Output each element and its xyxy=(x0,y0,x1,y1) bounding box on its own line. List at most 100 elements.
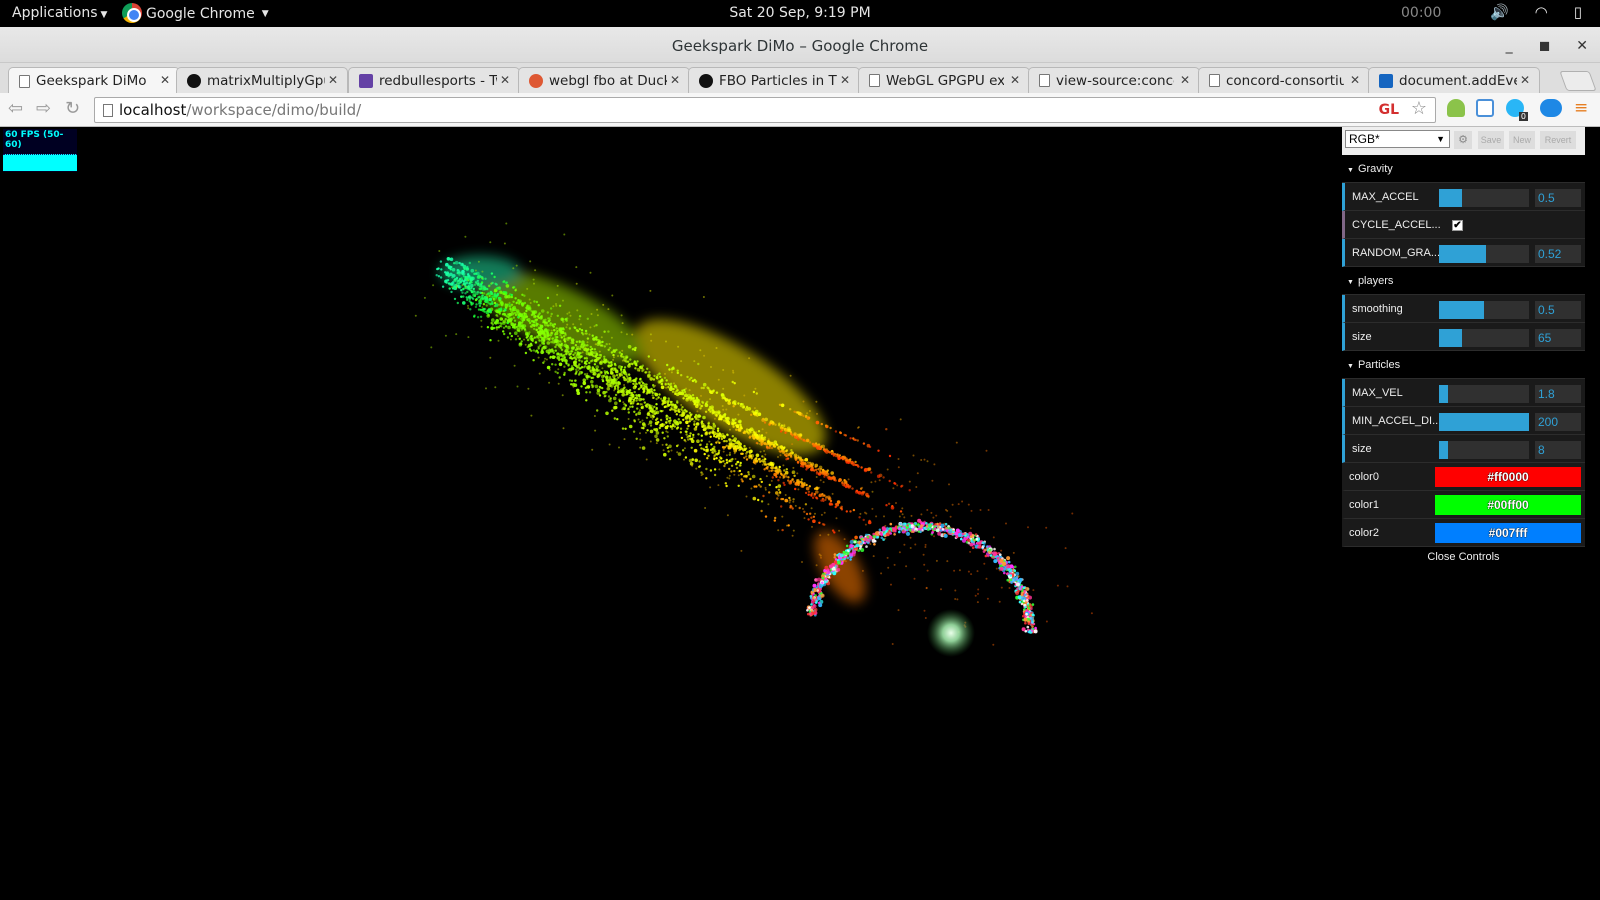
particle xyxy=(636,360,639,363)
particle xyxy=(563,337,566,341)
page-info-icon[interactable] xyxy=(103,104,113,117)
particle xyxy=(836,567,841,572)
particle xyxy=(467,296,471,299)
window-title-bar[interactable]: Geekspark DiMo – Google Chrome _ ◼ ✕ xyxy=(0,27,1600,63)
clock[interactable]: Sat 20 Sep, 9:19 PM xyxy=(729,5,871,21)
particle-size-slider[interactable] xyxy=(1439,441,1529,459)
particle xyxy=(739,404,742,407)
close-tab-icon[interactable]: ✕ xyxy=(327,73,338,87)
particle xyxy=(791,443,794,446)
particle xyxy=(1018,600,1022,604)
close-controls-button[interactable]: Close Controls xyxy=(1342,547,1585,567)
webgl-badge[interactable]: GL xyxy=(1378,102,1399,118)
particle xyxy=(591,334,594,337)
wifi-icon[interactable]: ◠ xyxy=(1534,3,1548,21)
smoothing-slider[interactable] xyxy=(1439,301,1529,319)
particle xyxy=(605,411,609,416)
tab-redbullesports[interactable]: redbullesports - Tw ✕ xyxy=(348,67,520,93)
minimize-icon[interactable]: _ xyxy=(1505,38,1513,54)
applications-menu[interactable]: Applications ▼ xyxy=(12,5,107,21)
particle xyxy=(665,415,669,420)
tab-concord-consortium[interactable]: concord-consortium✕ xyxy=(1198,67,1370,93)
particle xyxy=(631,333,634,336)
particle xyxy=(493,301,497,305)
window-extension-icon[interactable] xyxy=(1476,99,1494,117)
max-vel-slider[interactable] xyxy=(1439,385,1529,403)
particle xyxy=(857,465,860,468)
revert-button[interactable]: Revert xyxy=(1540,131,1576,149)
save-button[interactable]: Save xyxy=(1478,131,1504,149)
close-tab-icon[interactable]: ✕ xyxy=(669,73,680,87)
battery-icon[interactable]: ▯ xyxy=(1573,3,1582,21)
max-accel-slider[interactable] xyxy=(1439,189,1529,207)
tab-fbo-particles[interactable]: FBO Particles in Th ✕ xyxy=(688,67,860,93)
particle xyxy=(603,330,606,333)
close-tab-icon[interactable]: ✕ xyxy=(839,73,850,87)
forward-icon[interactable]: ⇨ xyxy=(36,98,52,119)
particle xyxy=(584,347,587,350)
particle xyxy=(613,350,616,353)
extension-badge-icon[interactable]: 0 xyxy=(1506,99,1528,121)
app-menu[interactable]: Google Chrome ▼ xyxy=(122,3,269,23)
volume-icon[interactable]: 🔊 xyxy=(1489,3,1509,21)
fps-meter[interactable]: 60 FPS (50-60) xyxy=(3,129,77,172)
particle xyxy=(1045,620,1048,623)
particle xyxy=(792,529,795,532)
tab-matrixmultiplygpu[interactable]: matrixMultiplyGpu ✕ xyxy=(176,67,348,93)
min-accel-dist-input[interactable]: 200 xyxy=(1535,413,1581,431)
particle xyxy=(828,502,833,506)
tab-geekspark-dimo[interactable]: Geekspark DiMo ✕ xyxy=(8,67,180,94)
new-button[interactable]: New xyxy=(1509,131,1535,149)
particle xyxy=(888,479,891,483)
preset-select[interactable]: RGB* ▼ xyxy=(1345,130,1450,148)
color1-picker[interactable]: #00ff00 xyxy=(1435,495,1581,515)
gear-icon[interactable]: ⚙ xyxy=(1454,131,1472,149)
back-icon[interactable]: ⇦ xyxy=(8,98,24,119)
random-gravity-input[interactable]: 0.52 xyxy=(1535,245,1581,263)
particle xyxy=(789,408,792,411)
particle xyxy=(620,390,623,394)
max-vel-input[interactable]: 1.8 xyxy=(1535,385,1581,403)
close-tab-icon[interactable]: ✕ xyxy=(1179,73,1190,87)
particle xyxy=(846,556,850,560)
bookmark-star-icon[interactable]: ☆ xyxy=(1410,98,1427,119)
particle xyxy=(757,498,760,502)
tab-view-source[interactable]: view-source:conco ✕ xyxy=(1028,67,1200,93)
particle xyxy=(914,522,917,525)
tab-webgl-fbo[interactable]: webgl fbo at Duck ✕ xyxy=(518,67,690,93)
particle xyxy=(529,342,533,345)
player-size-input[interactable]: 65 xyxy=(1535,329,1581,347)
max-accel-input[interactable]: 0.5 xyxy=(1535,189,1581,207)
webgl-canvas[interactable] xyxy=(0,127,1600,900)
folder-players[interactable]: ▼ players xyxy=(1342,267,1585,295)
reload-icon[interactable]: ↻ xyxy=(65,98,81,119)
cloud-icon[interactable] xyxy=(1540,99,1562,117)
new-tab-button[interactable] xyxy=(1559,71,1597,91)
close-tab-icon[interactable]: ✕ xyxy=(159,73,170,87)
color0-picker[interactable]: #ff0000 xyxy=(1435,467,1581,487)
android-extension-icon[interactable] xyxy=(1447,99,1465,117)
menu-icon[interactable]: ≡ xyxy=(1574,98,1589,118)
close-tab-icon[interactable]: ✕ xyxy=(1519,73,1530,87)
folder-gravity[interactable]: ▼ Gravity xyxy=(1342,155,1585,183)
tab-document-addevent[interactable]: document.addEven✕ xyxy=(1368,67,1540,93)
cycle-accel-checkbox[interactable]: ✔ xyxy=(1452,220,1463,231)
close-tab-icon[interactable]: ✕ xyxy=(1009,73,1020,87)
close-tab-icon[interactable]: ✕ xyxy=(499,73,510,87)
tab-webgl-gpgpu[interactable]: WebGL GPGPU exp ✕ xyxy=(858,67,1030,93)
close-tab-icon[interactable]: ✕ xyxy=(1349,73,1360,87)
particle xyxy=(490,322,493,325)
address-bar[interactable]: localhost/workspace/dimo/build/ GL ☆ xyxy=(94,97,1436,123)
maximize-icon[interactable]: ◼ xyxy=(1538,38,1551,54)
particle xyxy=(575,282,578,285)
close-window-icon[interactable]: ✕ xyxy=(1576,38,1588,54)
smoothing-input[interactable]: 0.5 xyxy=(1535,301,1581,319)
folder-particles[interactable]: ▼ Particles xyxy=(1342,351,1585,379)
color2-picker[interactable]: #007fff xyxy=(1435,523,1581,543)
particle-size-input[interactable]: 8 xyxy=(1535,441,1581,459)
min-accel-dist-slider[interactable] xyxy=(1439,413,1529,431)
particle xyxy=(847,461,850,465)
player-size-slider[interactable] xyxy=(1439,329,1529,347)
particle xyxy=(764,515,768,518)
random-gravity-slider[interactable] xyxy=(1439,245,1529,263)
